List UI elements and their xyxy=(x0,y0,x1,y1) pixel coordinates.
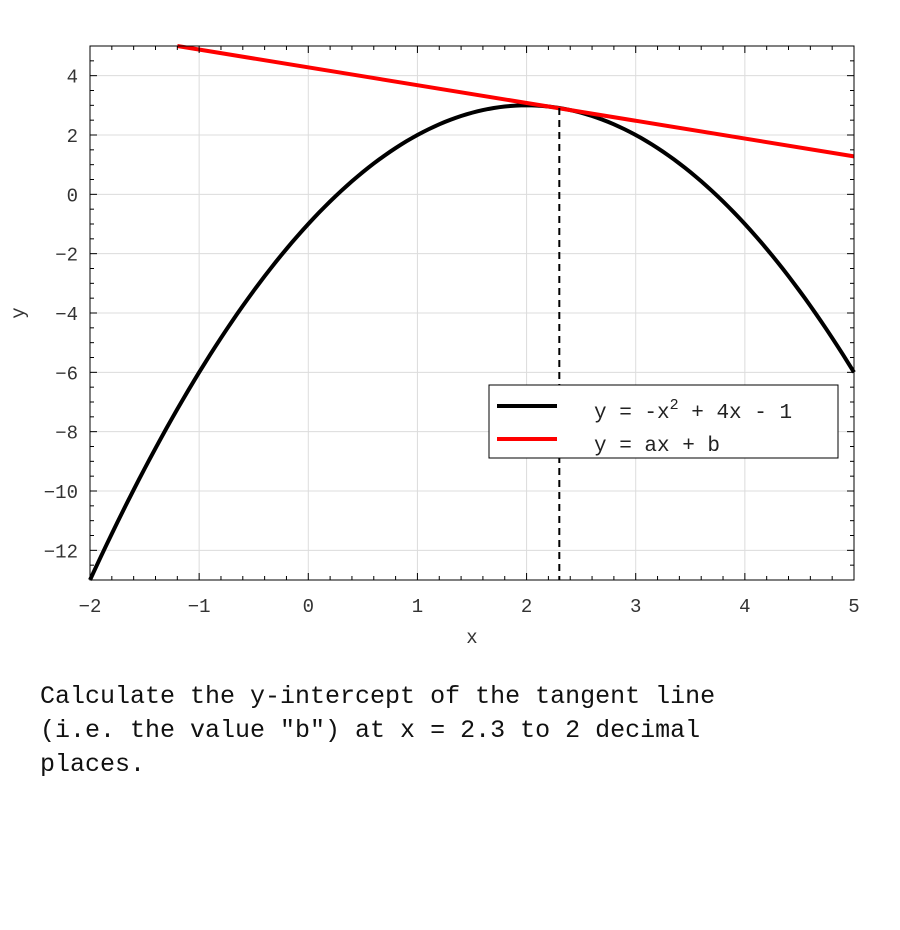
y-tick-label: −6 xyxy=(55,363,78,385)
y-tick-label: 4 xyxy=(67,67,78,89)
axis-ticks xyxy=(89,45,855,581)
legend-entry-tangent: y = ax + b xyxy=(594,435,720,458)
y-tick-label: 2 xyxy=(67,126,78,148)
x-tick-label: 5 xyxy=(848,596,859,618)
x-tick-label: 3 xyxy=(630,596,641,618)
question-text: Calculate the y-intercept of the tangent… xyxy=(40,682,716,779)
legend-entry-curve-rest: + 4x - 1 xyxy=(679,402,792,425)
legend-entry-curve-exponent: 2 xyxy=(670,397,679,414)
series-curve-line xyxy=(88,103,856,581)
series-tangent-line xyxy=(176,44,855,159)
x-tick-label: −2 xyxy=(79,596,102,618)
y-tick-label: −4 xyxy=(55,304,78,326)
plot-lines xyxy=(88,44,856,581)
y-tick-label: −12 xyxy=(44,541,78,563)
legend-entry-curve: y = -x2 + 4x - 1 xyxy=(594,397,792,425)
y-tick-label: −2 xyxy=(55,245,78,267)
legend-box xyxy=(488,384,839,459)
x-tick-label: 1 xyxy=(412,596,423,618)
y-axis-label: y xyxy=(8,307,30,318)
x-tick-label: −1 xyxy=(188,596,211,618)
y-tick-label: −10 xyxy=(44,482,78,504)
x-axis-label: x xyxy=(466,627,477,649)
y-tick-label: 0 xyxy=(67,185,78,207)
grid xyxy=(89,46,855,580)
x-tick-label: 0 xyxy=(303,596,314,618)
x-tick-label: 4 xyxy=(739,596,750,618)
legend-entry-curve-main: y = -x xyxy=(594,402,670,425)
y-tick-label: −8 xyxy=(55,423,78,445)
x-tick-label: 2 xyxy=(521,596,532,618)
legend: y = -x2 + 4x - 1 y = ax + b xyxy=(488,384,839,459)
